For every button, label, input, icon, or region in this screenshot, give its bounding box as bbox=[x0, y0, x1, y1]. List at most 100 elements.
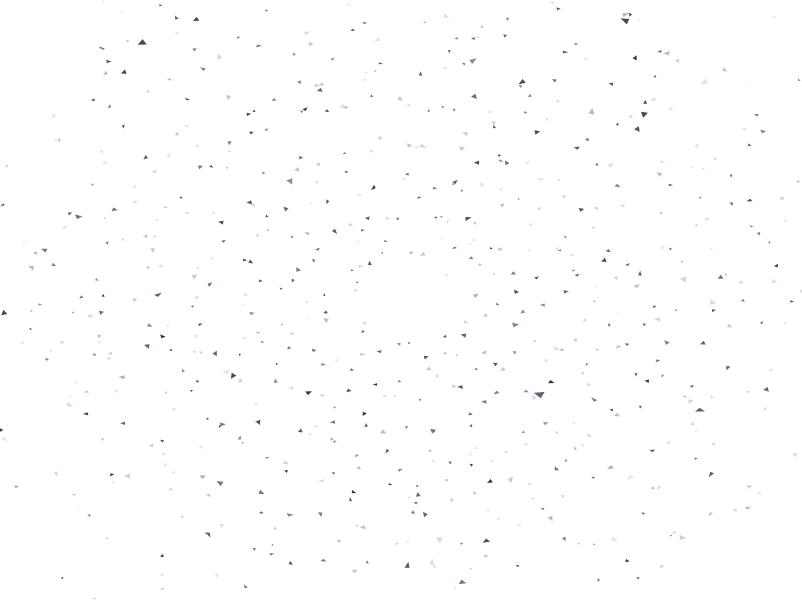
confetti-shard bbox=[475, 367, 478, 371]
confetti-shard bbox=[461, 131, 468, 137]
confetti-shard bbox=[595, 162, 599, 166]
confetti-shard bbox=[427, 109, 431, 112]
confetti-shard bbox=[333, 440, 337, 443]
confetti-shard bbox=[255, 331, 261, 334]
confetti-shard bbox=[330, 57, 335, 61]
confetti-shard bbox=[703, 216, 710, 221]
confetti-shard bbox=[219, 523, 224, 528]
confetti-shard bbox=[641, 111, 648, 118]
confetti-shard bbox=[151, 169, 158, 174]
confetti-shard bbox=[71, 311, 75, 314]
confetti-shard bbox=[204, 532, 211, 538]
confetti-shard bbox=[570, 253, 575, 257]
confetti-shard bbox=[524, 111, 528, 114]
confetti-shard bbox=[331, 472, 336, 475]
confetti-shard bbox=[384, 239, 388, 242]
confetti-shard bbox=[407, 143, 413, 148]
confetti-shard bbox=[103, 161, 109, 165]
confetti-shard bbox=[555, 100, 560, 103]
confetti-shard bbox=[244, 293, 248, 297]
confetti-shard bbox=[260, 340, 264, 343]
confetti-shard bbox=[561, 195, 566, 199]
confetti-shard bbox=[539, 303, 545, 307]
confetti-shard bbox=[207, 282, 213, 287]
confetti-shard bbox=[595, 285, 598, 288]
confetti-shard bbox=[426, 366, 432, 371]
confetti-shard bbox=[222, 370, 230, 375]
confetti-shard bbox=[172, 407, 177, 411]
confetti-shard bbox=[308, 202, 312, 205]
confetti-shard bbox=[205, 417, 209, 421]
confetti-shard bbox=[20, 341, 24, 344]
confetti-shard bbox=[291, 278, 295, 283]
confetti-shard bbox=[492, 121, 496, 125]
confetti-shard bbox=[422, 511, 428, 518]
confetti-shard bbox=[592, 299, 597, 303]
confetti-shard bbox=[669, 534, 673, 537]
confetti-shard bbox=[364, 422, 368, 428]
confetti-shard bbox=[320, 362, 326, 366]
confetti-shard bbox=[482, 538, 491, 543]
confetti-shard bbox=[315, 162, 320, 167]
confetti-shard bbox=[679, 534, 687, 541]
confetti-shard bbox=[238, 353, 242, 356]
confetti-shard bbox=[496, 302, 500, 306]
confetti-shard bbox=[694, 143, 699, 148]
confetti-shard bbox=[367, 260, 372, 266]
confetti-shard bbox=[252, 547, 256, 551]
confetti-shard bbox=[471, 93, 477, 99]
confetti-shard bbox=[340, 104, 347, 109]
confetti-shard bbox=[83, 412, 89, 416]
confetti-shard bbox=[356, 193, 362, 197]
confetti-shard bbox=[143, 154, 149, 160]
confetti-shard bbox=[109, 473, 115, 477]
confetti-shard bbox=[580, 444, 585, 447]
confetti-shard bbox=[413, 502, 418, 505]
confetti-shard bbox=[346, 388, 352, 393]
confetti-shard bbox=[724, 273, 728, 276]
confetti-shard bbox=[200, 67, 206, 71]
confetti-shard bbox=[442, 334, 447, 338]
confetti-shard bbox=[447, 50, 451, 54]
confetti-shard bbox=[255, 234, 260, 238]
confetti-shard bbox=[237, 435, 242, 440]
confetti-shard bbox=[393, 395, 397, 398]
confetti-shard bbox=[431, 460, 434, 463]
confetti-shard bbox=[490, 460, 494, 462]
confetti-shard bbox=[517, 198, 520, 201]
confetti-shard bbox=[625, 559, 630, 563]
confetti-shard bbox=[227, 150, 232, 153]
confetti-shard bbox=[317, 512, 323, 517]
confetti-shard bbox=[461, 62, 466, 66]
confetti-shard bbox=[528, 222, 533, 226]
confetti-shard bbox=[404, 561, 410, 568]
confetti-shard bbox=[74, 214, 83, 220]
confetti-shard bbox=[118, 375, 126, 380]
confetti-shard bbox=[150, 248, 155, 253]
confetti-shard bbox=[0, 203, 5, 207]
confetti-shard bbox=[483, 312, 488, 317]
confetti-shard bbox=[159, 439, 165, 443]
confetti-shard bbox=[657, 50, 663, 53]
confetti-shard bbox=[607, 162, 613, 168]
confetti-shard bbox=[166, 324, 170, 327]
confetti-shard bbox=[364, 216, 370, 221]
confetti-shard bbox=[362, 411, 367, 416]
confetti-shard bbox=[540, 507, 545, 510]
confetti-shard bbox=[660, 246, 666, 250]
confetti-shard bbox=[679, 276, 687, 283]
confetti-shard bbox=[573, 446, 577, 451]
confetti-shard bbox=[614, 412, 621, 417]
confetti-shard bbox=[492, 362, 498, 367]
confetti-shard bbox=[90, 183, 94, 186]
confetti-shard bbox=[423, 21, 428, 24]
confetti-shard bbox=[372, 383, 378, 386]
confetti-shard bbox=[490, 247, 493, 250]
confetti-shard bbox=[79, 295, 83, 299]
confetti-shard bbox=[104, 537, 109, 540]
confetti-shard bbox=[507, 476, 513, 483]
confetti-shard bbox=[57, 138, 62, 143]
confetti-shard bbox=[208, 165, 214, 168]
confetti-shard bbox=[185, 211, 190, 215]
confetti-shard bbox=[374, 37, 381, 41]
